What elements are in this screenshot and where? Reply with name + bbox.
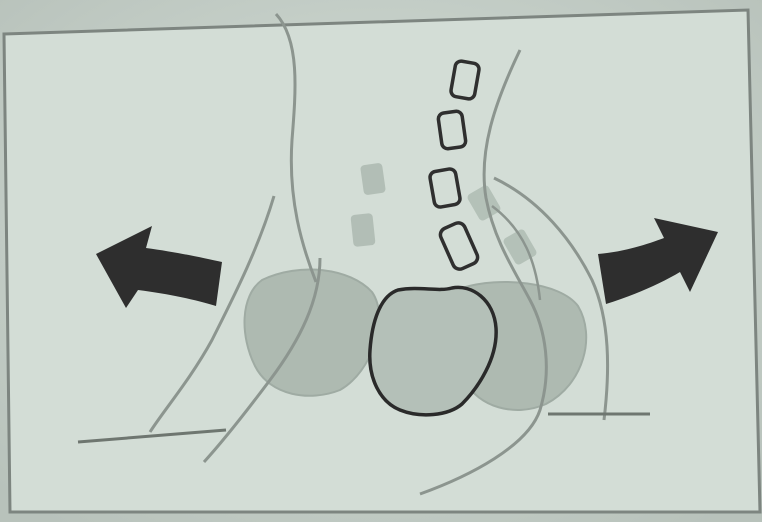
faded-curve-center-right <box>419 49 548 496</box>
outlined-vertebra-3 <box>428 167 462 209</box>
faded-vertebra <box>350 213 376 247</box>
faded-curve-left-lower <box>202 257 322 464</box>
arrow-left-icon <box>96 226 222 308</box>
faded-vertebra <box>503 229 537 265</box>
faded-vertebra <box>360 163 386 195</box>
arrow-right-icon <box>598 218 718 304</box>
ground-line-left <box>77 428 227 444</box>
figure-frame <box>2 8 762 514</box>
faded-vertebra <box>467 185 501 221</box>
outlined-vertebrae <box>428 59 481 271</box>
outlined-vertebra-4 <box>438 221 480 271</box>
faded-curve-left-long <box>148 195 276 433</box>
faded-curve-right-outer <box>493 176 610 421</box>
left-faded-lobe <box>243 268 381 397</box>
faded-curve-left-spine <box>274 12 318 283</box>
outlined-vertebra-1 <box>449 59 481 101</box>
outlined-lobe <box>368 285 498 417</box>
outlined-vertebra-2 <box>436 109 468 151</box>
faded-curve-right-inner <box>491 205 542 301</box>
